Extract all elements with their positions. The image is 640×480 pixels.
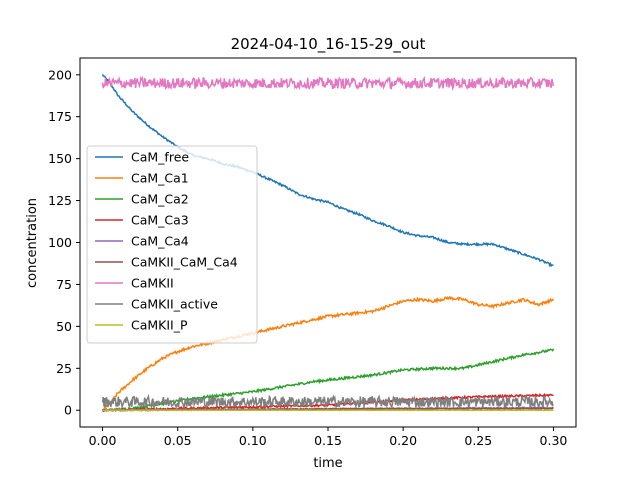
series-layer (101, 74, 555, 413)
legend-label: CaM_free (131, 150, 189, 165)
legend-label: CaM_Ca1 (131, 171, 189, 186)
series-line-camkii-active (101, 393, 554, 410)
y-tick-label: 0 (64, 403, 72, 418)
y-tick-label: 200 (48, 67, 72, 82)
x-tick-label: 0.10 (239, 433, 267, 448)
legend-label: CaM_Ca3 (131, 213, 189, 228)
legend-label: CaMKII_CaM_Ca4 (131, 255, 238, 270)
y-tick-label: 125 (48, 193, 72, 208)
x-tick-label: 0.25 (464, 433, 492, 448)
y-tick-label: 50 (56, 319, 72, 334)
y-tick-label: 150 (48, 151, 72, 166)
y-axis: 0 25 50 75 100 125 150 175 200 (48, 67, 80, 418)
x-tick-label: 0.05 (164, 433, 192, 448)
y-tick-label: 100 (48, 235, 72, 250)
legend: CaM_free CaM_Ca1 CaM_Ca2 CaM_Ca3 CaM_Ca4 CaMK… (86, 145, 258, 344)
x-tick-label: 0.20 (389, 433, 417, 448)
legend-label: CaM_Ca4 (131, 234, 189, 249)
y-axis-label: concentration (25, 198, 40, 288)
y-tick-label: 25 (56, 361, 72, 376)
chart-title: 2024-04-10_16-15-29_out (231, 35, 426, 54)
y-tick-label: 175 (48, 109, 72, 124)
legend-box (86, 145, 258, 344)
series-line-cam-ca1 (102, 295, 555, 411)
x-axis-label: time (313, 456, 342, 471)
x-axis: 0.00 0.05 0.10 0.15 0.20 0.25 0.30 (89, 427, 568, 448)
x-tick-label: 0.00 (89, 433, 117, 448)
series-line-cam-ca2 (101, 348, 555, 413)
legend-label: CaM_Ca2 (131, 192, 189, 207)
y-tick-label: 75 (56, 277, 72, 292)
legend-label: CaMKII_active (131, 297, 218, 312)
series-line-camkii (101, 75, 555, 92)
legend-label: CaMKII_P (131, 318, 188, 333)
x-tick-label: 0.30 (540, 433, 568, 448)
x-tick-label: 0.15 (314, 433, 342, 448)
legend-label: CaMKII (131, 276, 174, 291)
